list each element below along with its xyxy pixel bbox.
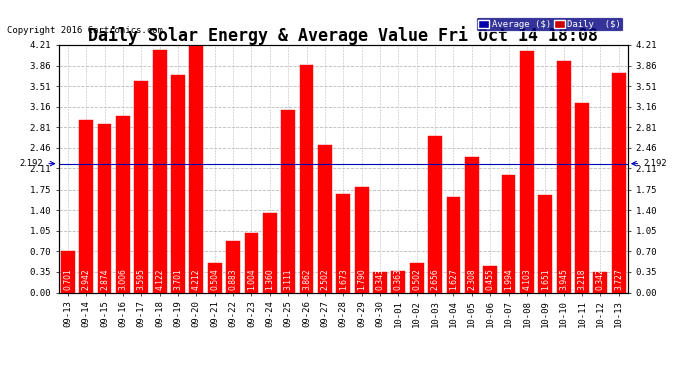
Bar bbox=[483, 266, 497, 292]
Text: 0.701: 0.701 bbox=[63, 268, 72, 290]
Text: 0.502: 0.502 bbox=[412, 268, 421, 290]
Bar bbox=[538, 195, 552, 292]
Bar bbox=[152, 50, 166, 292]
Bar bbox=[520, 51, 534, 292]
Bar bbox=[612, 74, 626, 292]
Bar bbox=[337, 194, 350, 292]
Text: 1.360: 1.360 bbox=[266, 268, 275, 290]
Bar bbox=[593, 272, 607, 292]
Bar bbox=[446, 197, 460, 292]
Bar bbox=[557, 61, 571, 292]
Text: 2.656: 2.656 bbox=[431, 268, 440, 290]
Bar bbox=[98, 123, 112, 292]
Bar bbox=[116, 116, 130, 292]
Legend: Average ($), Daily  ($): Average ($), Daily ($) bbox=[476, 17, 623, 31]
Text: 2.308: 2.308 bbox=[467, 268, 476, 290]
Bar bbox=[282, 110, 295, 292]
Text: 1.790: 1.790 bbox=[357, 268, 366, 290]
Bar bbox=[244, 234, 258, 292]
Title: Daily Solar Energy & Average Value Fri Oct 14 18:08: Daily Solar Energy & Average Value Fri O… bbox=[88, 26, 598, 45]
Text: 3.727: 3.727 bbox=[614, 268, 623, 290]
Bar bbox=[171, 75, 185, 292]
Text: 4.212: 4.212 bbox=[192, 268, 201, 290]
Bar bbox=[465, 157, 479, 292]
Bar bbox=[79, 120, 93, 292]
Bar bbox=[226, 241, 240, 292]
Text: 0.342: 0.342 bbox=[596, 268, 605, 290]
Text: 1.673: 1.673 bbox=[339, 268, 348, 290]
Bar bbox=[355, 187, 368, 292]
Text: Copyright 2016 Cartronics.com: Copyright 2016 Cartronics.com bbox=[7, 26, 163, 35]
Text: 4.122: 4.122 bbox=[155, 268, 164, 290]
Text: 2.192: 2.192 bbox=[632, 159, 667, 168]
Text: 3.595: 3.595 bbox=[137, 268, 146, 290]
Bar bbox=[299, 66, 313, 292]
Text: 0.883: 0.883 bbox=[228, 268, 237, 290]
Text: 0.343: 0.343 bbox=[375, 268, 384, 290]
Text: 1.627: 1.627 bbox=[449, 268, 458, 290]
Text: 0.363: 0.363 bbox=[394, 268, 403, 290]
Text: 3.218: 3.218 bbox=[578, 268, 586, 290]
Text: 3.945: 3.945 bbox=[559, 268, 568, 290]
Text: 1.004: 1.004 bbox=[247, 268, 256, 290]
Text: 0.504: 0.504 bbox=[210, 268, 219, 290]
Text: 1.651: 1.651 bbox=[541, 268, 550, 290]
Text: 2.502: 2.502 bbox=[320, 268, 329, 290]
Text: 0.455: 0.455 bbox=[486, 268, 495, 290]
Bar bbox=[410, 263, 424, 292]
Text: 2.192: 2.192 bbox=[20, 159, 55, 168]
Text: 3.111: 3.111 bbox=[284, 268, 293, 290]
Bar bbox=[391, 271, 405, 292]
Bar bbox=[190, 45, 204, 292]
Bar bbox=[575, 104, 589, 292]
Text: 3.006: 3.006 bbox=[119, 268, 128, 290]
Text: 3.701: 3.701 bbox=[173, 268, 183, 290]
Text: 1.994: 1.994 bbox=[504, 268, 513, 290]
Bar bbox=[208, 263, 221, 292]
Text: 2.874: 2.874 bbox=[100, 268, 109, 290]
Bar bbox=[428, 136, 442, 292]
Text: 3.862: 3.862 bbox=[302, 268, 311, 290]
Text: 2.942: 2.942 bbox=[81, 268, 90, 290]
Text: 4.103: 4.103 bbox=[522, 268, 531, 290]
Bar bbox=[135, 81, 148, 292]
Bar bbox=[318, 146, 332, 292]
Bar bbox=[61, 251, 75, 292]
Bar bbox=[502, 175, 515, 292]
Bar bbox=[373, 272, 387, 292]
Bar bbox=[263, 213, 277, 292]
